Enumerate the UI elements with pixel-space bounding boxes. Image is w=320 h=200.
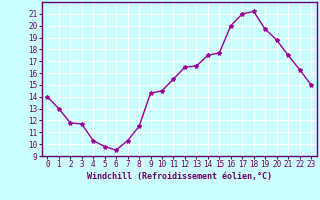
X-axis label: Windchill (Refroidissement éolien,°C): Windchill (Refroidissement éolien,°C) [87,172,272,181]
